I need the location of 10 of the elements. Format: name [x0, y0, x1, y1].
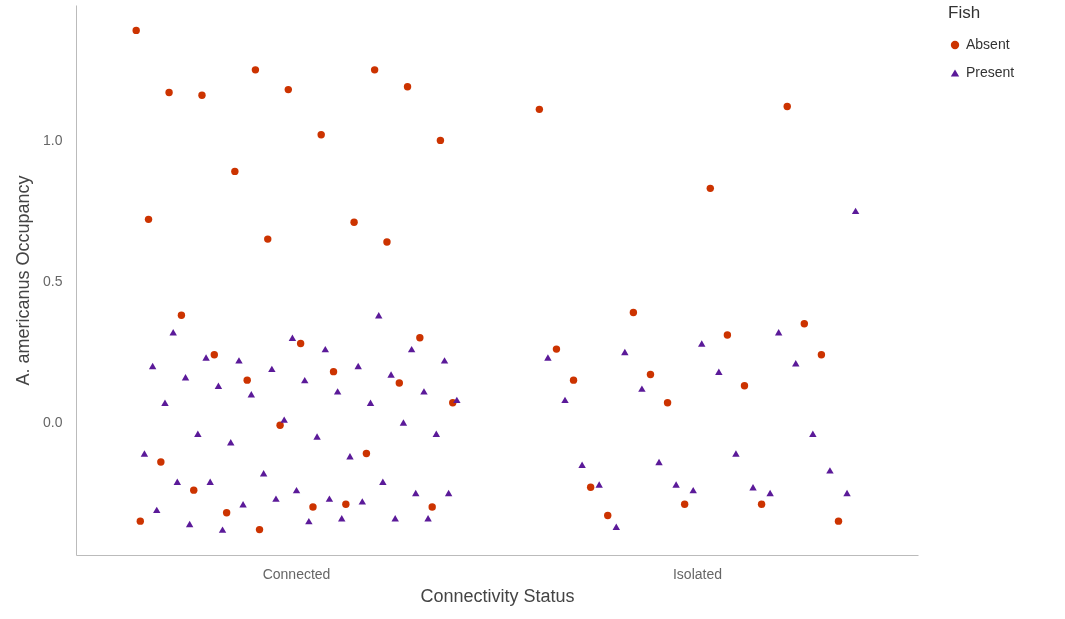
- legend-label: Present: [966, 64, 1015, 80]
- legend-title: Fish: [948, 3, 981, 22]
- x-tick-label: Connected: [262, 565, 331, 582]
- x-tick-label: Isolated: [672, 565, 722, 582]
- x-axis-title: Connectivity Status: [420, 585, 575, 606]
- y-tick-label: 0.5: [43, 272, 63, 289]
- y-tick-label: 0.0: [43, 413, 63, 430]
- y-tick-label: 1.0: [43, 131, 63, 148]
- y-axis-title: A. americanus Occupancy: [13, 175, 34, 386]
- legend-label: Absent: [966, 36, 1010, 52]
